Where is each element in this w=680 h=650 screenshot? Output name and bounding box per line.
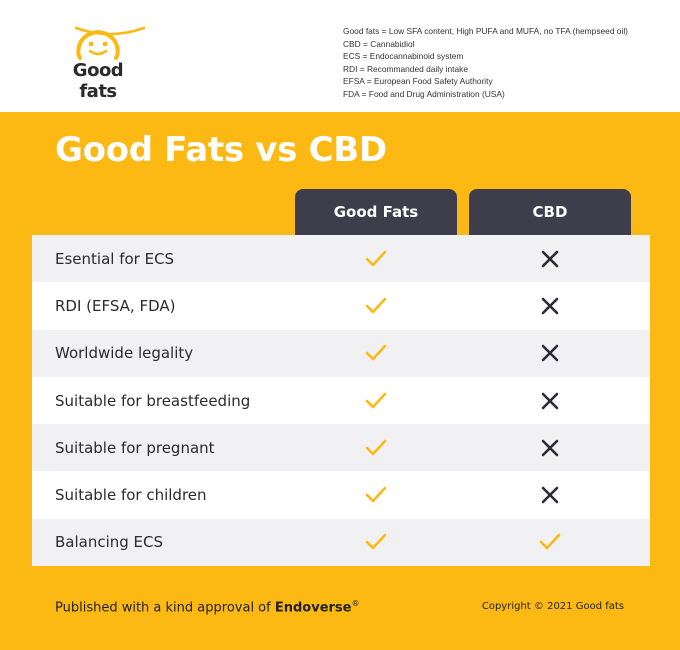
table-row: Suitable for children [32, 471, 650, 519]
legend-line: FDA = Food and Drug Administration (USA) [343, 88, 505, 99]
check-icon [295, 424, 457, 471]
logo-smile-underline-icon [74, 26, 146, 36]
page-title: Good Fats vs CBD [55, 130, 387, 170]
row-label: RDI (EFSA, FDA) [55, 296, 176, 315]
table-row: Worldwide legality [32, 329, 650, 377]
column-header-cbd: CBD [469, 189, 631, 235]
legend-line: RDI = Recommanded daily intake [343, 63, 468, 74]
legend-line: EFSA = European Food Safety Authority [343, 76, 493, 87]
cross-icon [469, 377, 631, 424]
row-label: Suitable for breastfeeding [55, 391, 251, 410]
row-label: Esential for ECS [55, 249, 175, 268]
comparison-table: Esential for ECS RDI (EFSA, FDA) Worldwide… [32, 235, 650, 567]
check-icon [295, 377, 457, 424]
row-label: Suitable for children [55, 486, 207, 505]
publisher-name: Endoverse [274, 600, 352, 616]
cross-icon [469, 424, 631, 471]
header-area: Good fats Good fats = Low SFA content, H… [0, 0, 680, 112]
table-row: Suitable for breastfeeding [32, 376, 650, 425]
legend-line: Good fats = Low SFA content, High PUFA a… [343, 26, 628, 36]
registered-mark: ® [351, 599, 360, 608]
cross-icon [469, 282, 631, 329]
logo-text: Good fats [72, 60, 124, 102]
column-header-good-fats: Good Fats [295, 189, 457, 235]
table-row: RDI (EFSA, FDA) [32, 282, 650, 330]
legend-line: CBD = Cannabidiol [343, 38, 415, 49]
table-row: Esential for ECS [32, 235, 650, 283]
check-icon [295, 282, 457, 329]
cross-icon [469, 471, 631, 518]
check-icon [295, 471, 457, 518]
good-fats-logo: Good fats [52, 24, 146, 102]
row-label: Balancing ECS [55, 533, 164, 552]
cross-icon [469, 235, 631, 282]
legend-line: ECS = Endocannabinoid system [343, 51, 464, 62]
table-row: Balancing ECS [32, 518, 650, 567]
row-label: Worldwide legality [55, 344, 194, 363]
published-prefix: Published with a kind approval of [55, 600, 275, 616]
table-row: Suitable for pregnant [32, 424, 650, 472]
published-note: Published with a kind approval of Endove… [55, 599, 360, 615]
check-icon [469, 519, 631, 566]
abbreviations-legend: Good fats = Low SFA content, High PUFA a… [343, 25, 663, 101]
row-label: Suitable for pregnant [55, 438, 215, 457]
check-icon [295, 330, 457, 377]
check-icon [295, 235, 457, 282]
check-icon [295, 519, 457, 566]
cross-icon [469, 330, 631, 377]
copyright-text: Copyright © 2021 Good fats [481, 601, 624, 612]
